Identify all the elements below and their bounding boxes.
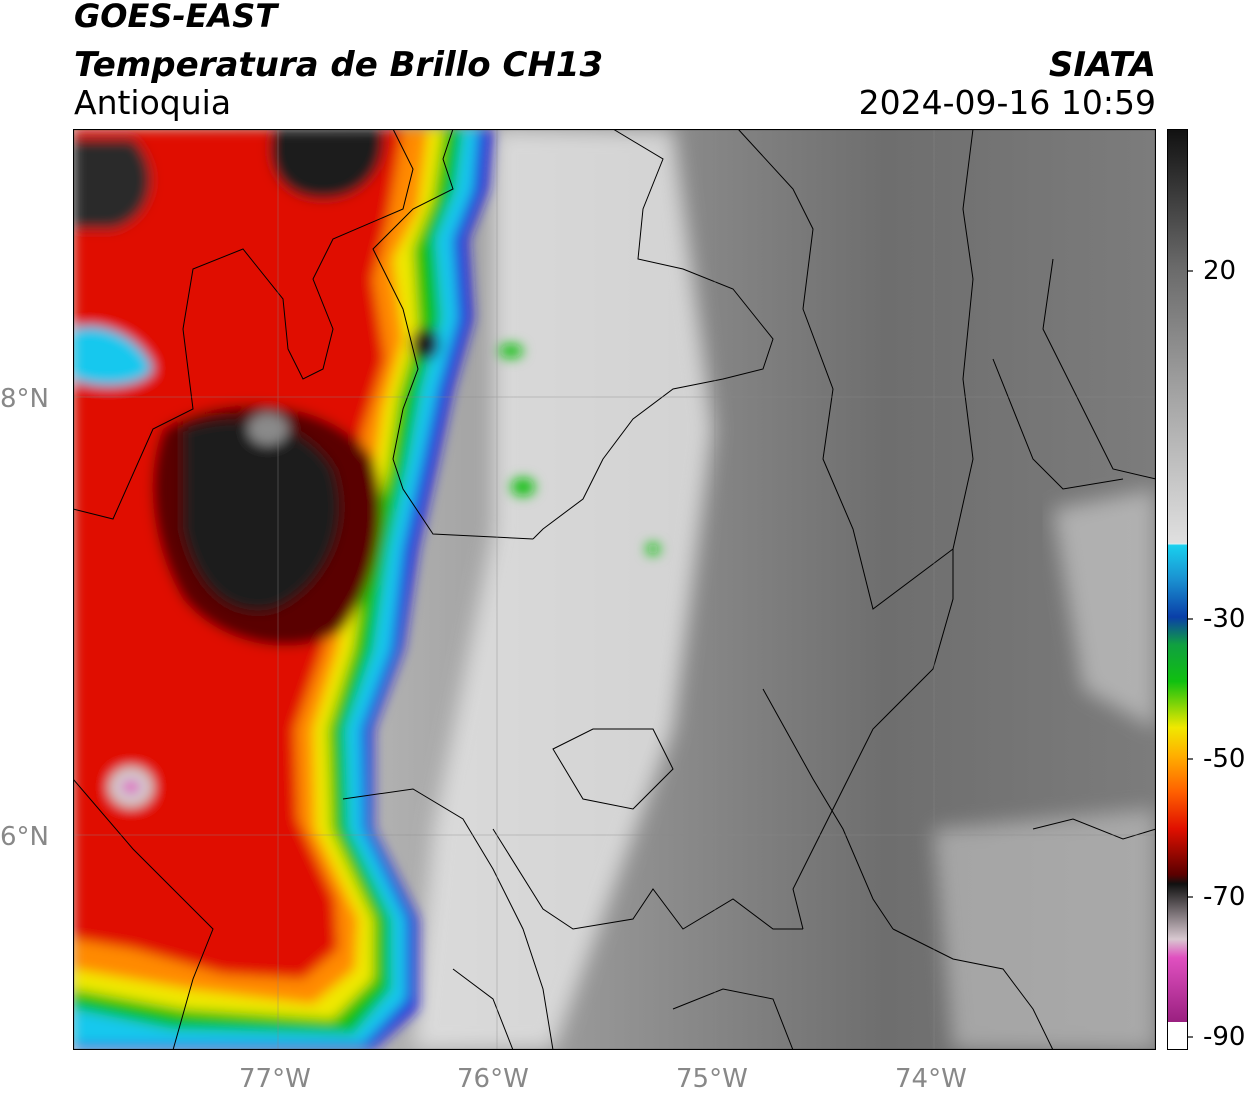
timestamp-label: 2024-09-16 10:59 <box>858 83 1156 122</box>
lat-label-8n: 8°N <box>0 384 49 414</box>
lon-label-74w: 74°W <box>895 1064 967 1094</box>
colorbar-tick-minus90: -90 <box>1203 1022 1246 1052</box>
lon-label-75w: 75°W <box>676 1064 748 1094</box>
colorbar-tick-minus50: -50 <box>1203 744 1246 774</box>
cirrus-band <box>413 129 713 1050</box>
region-label: Antioquia <box>74 83 232 122</box>
lon-label-76w: 76°W <box>457 1064 529 1094</box>
map-frame <box>73 129 1156 1050</box>
colorbar-tick-minus30: -30 <box>1203 604 1246 634</box>
organization-label: SIATA <box>1048 45 1156 85</box>
brightness-temperature-map <box>73 129 1156 1050</box>
lon-label-77w: 77°W <box>239 1064 311 1094</box>
cirrus-east <box>1053 489 1156 729</box>
graticule <box>73 129 1156 1050</box>
political-borders <box>73 129 1156 1050</box>
title-satellite: GOES-EAST <box>74 0 278 35</box>
lat-label-6n: 6°N <box>0 822 49 852</box>
colorbar-tick-minus70: -70 <box>1203 882 1246 912</box>
cirrus-southeast <box>933 809 1156 1050</box>
title-product: Temperatura de Brillo CH13 <box>74 45 604 85</box>
convective-system <box>73 129 660 1050</box>
temperature-colorbar <box>1167 129 1193 1050</box>
colorbar-tick-20: 20 <box>1203 256 1237 286</box>
